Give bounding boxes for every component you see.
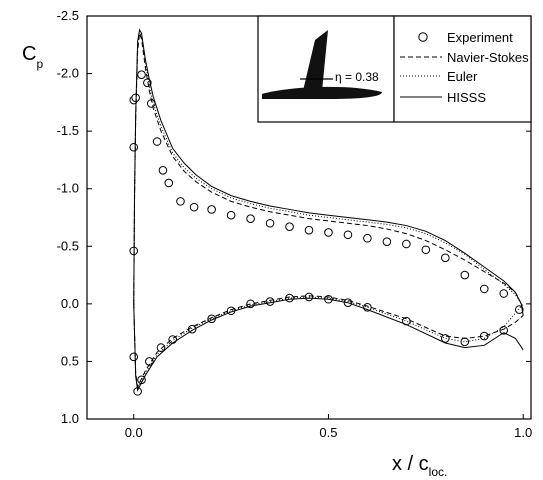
experiment-point-upper <box>363 233 372 243</box>
x-axis-label: x / cloc. <box>392 453 447 479</box>
experiment-point-upper <box>479 284 489 294</box>
y-tick-label: 0.5 <box>61 353 79 368</box>
x-tick-label: 0.5 <box>319 425 337 440</box>
experiment-point-lower <box>156 343 166 352</box>
legend-item-euler: Euler <box>400 69 478 84</box>
experiment-point-upper <box>324 228 333 237</box>
legend-box <box>393 15 532 123</box>
y-tick-label: -2.5 <box>57 8 79 23</box>
inset-panel: η = 0.38 <box>257 15 395 123</box>
y-axis-ticks: -2.5 -2.0 -1.5 -1.0 -0.5 0.0 0.5 1.0 <box>57 8 531 426</box>
x-axis-label-subscript: loc. <box>429 465 448 479</box>
series-navier-stokes <box>133 33 524 389</box>
y-tick-label: -2.0 <box>57 66 79 81</box>
y-tick-label: -1.5 <box>57 123 79 138</box>
series-experiment <box>129 70 524 396</box>
y-tick-label: -1.0 <box>57 181 79 196</box>
experiment-point-upper <box>176 197 185 206</box>
experiment-point-upper <box>226 210 236 220</box>
experiment-point-upper <box>382 237 392 246</box>
experiment-point-lower <box>129 352 139 362</box>
legend-label-euler: Euler <box>447 69 478 84</box>
experiment-point-upper <box>129 142 139 152</box>
legend-marker-experiment <box>418 32 428 42</box>
legend-item-hisss: HISSS <box>400 90 486 105</box>
legend: Experiment Navier-Stokes Euler HISSS <box>393 15 532 123</box>
experiment-point-upper <box>152 137 162 146</box>
navier-stokes-line-lower <box>133 295 524 389</box>
euler-line-lower <box>133 296 524 391</box>
y-axis-label: Cp <box>22 43 43 71</box>
experiment-point-upper <box>343 230 353 240</box>
hisss-line-lower <box>133 297 524 392</box>
y-axis-label-subscript: p <box>36 57 43 71</box>
experiment-point-upper <box>246 214 255 223</box>
hisss-line-upper <box>133 28 524 316</box>
experiment-point-upper <box>460 270 470 280</box>
experiment-point-upper <box>207 205 216 214</box>
experiment-point-upper <box>515 305 524 314</box>
experiment-point-upper <box>421 245 431 255</box>
experiment-point-upper <box>441 253 450 263</box>
inset-fuselage <box>262 86 382 99</box>
experiment-point-lower <box>499 326 509 335</box>
series-hisss <box>133 28 524 392</box>
experiment-point-lower <box>441 334 450 343</box>
x-tick-label: 1.0 <box>514 425 532 440</box>
experiment-point-upper <box>137 70 146 80</box>
inset-eta-label: η = 0.38 <box>335 70 379 84</box>
legend-label-hisss: HISSS <box>447 90 486 105</box>
legend-label-experiment: Experiment <box>447 30 513 45</box>
y-tick-label: 0.0 <box>61 296 79 311</box>
x-axis-ticks: 0.0 0.5 1.0 <box>125 414 532 440</box>
experiment-point-upper <box>164 178 174 188</box>
experiment-point-lower <box>460 337 470 347</box>
experiment-point-upper <box>265 218 275 228</box>
legend-item-navier-stokes: Navier-Stokes <box>400 50 529 65</box>
legend-label-navier-stokes: Navier-Stokes <box>447 50 529 65</box>
legend-item-experiment: Experiment <box>418 30 513 45</box>
x-tick-label: 0.0 <box>125 425 143 440</box>
experiment-point-upper <box>189 202 199 212</box>
y-tick-label: -0.5 <box>57 238 79 253</box>
y-tick-label: 1.0 <box>61 411 79 426</box>
experiment-point-lower <box>285 293 294 303</box>
experiment-point-upper <box>402 239 411 249</box>
experiment-point-upper <box>304 225 314 235</box>
experiment-point-upper <box>158 165 168 175</box>
series-layer <box>129 28 524 396</box>
experiment-point-upper <box>285 222 294 232</box>
navier-stokes-line-upper <box>133 33 524 316</box>
experiment-point-upper <box>499 289 509 298</box>
